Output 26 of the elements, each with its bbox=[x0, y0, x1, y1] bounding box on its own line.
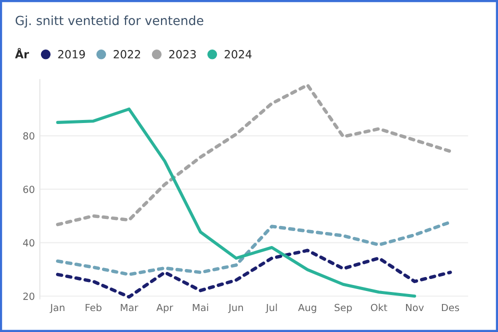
y-tick-label: 60 bbox=[23, 186, 34, 194]
line-series bbox=[56, 220, 452, 276]
x-tick-label: Okt bbox=[370, 304, 388, 312]
line-series bbox=[56, 108, 416, 298]
chart-title: Gj. snitt ventetid for ventende bbox=[16, 16, 204, 28]
legend-title: År bbox=[15, 48, 30, 58]
x-tick-label: Sep bbox=[334, 304, 352, 314]
y-tick-label: 40 bbox=[23, 239, 34, 247]
x-tick-label: Jun bbox=[228, 304, 243, 313]
legend-label: 2024 bbox=[224, 50, 252, 58]
x-tick-label: Apr bbox=[156, 304, 174, 314]
legend-label: 2019 bbox=[58, 50, 85, 58]
line-series bbox=[56, 83, 452, 226]
legend-label: 2023 bbox=[169, 50, 196, 58]
legend-label: 2022 bbox=[114, 50, 140, 58]
y-tick-label: 20 bbox=[23, 292, 34, 300]
x-tick-label: Jan bbox=[50, 304, 64, 313]
x-tick-label: Nov bbox=[406, 304, 424, 312]
x-tick-label: Des bbox=[442, 304, 460, 312]
y-tick-label: 80 bbox=[23, 132, 34, 140]
x-tick-label: Jul bbox=[265, 304, 277, 313]
line-series bbox=[56, 248, 452, 299]
x-tick-label: Mai bbox=[192, 304, 208, 312]
x-tick-label: Mar bbox=[120, 304, 138, 312]
x-tick-label: Aug bbox=[298, 304, 316, 314]
x-tick-label: Feb bbox=[86, 304, 102, 312]
